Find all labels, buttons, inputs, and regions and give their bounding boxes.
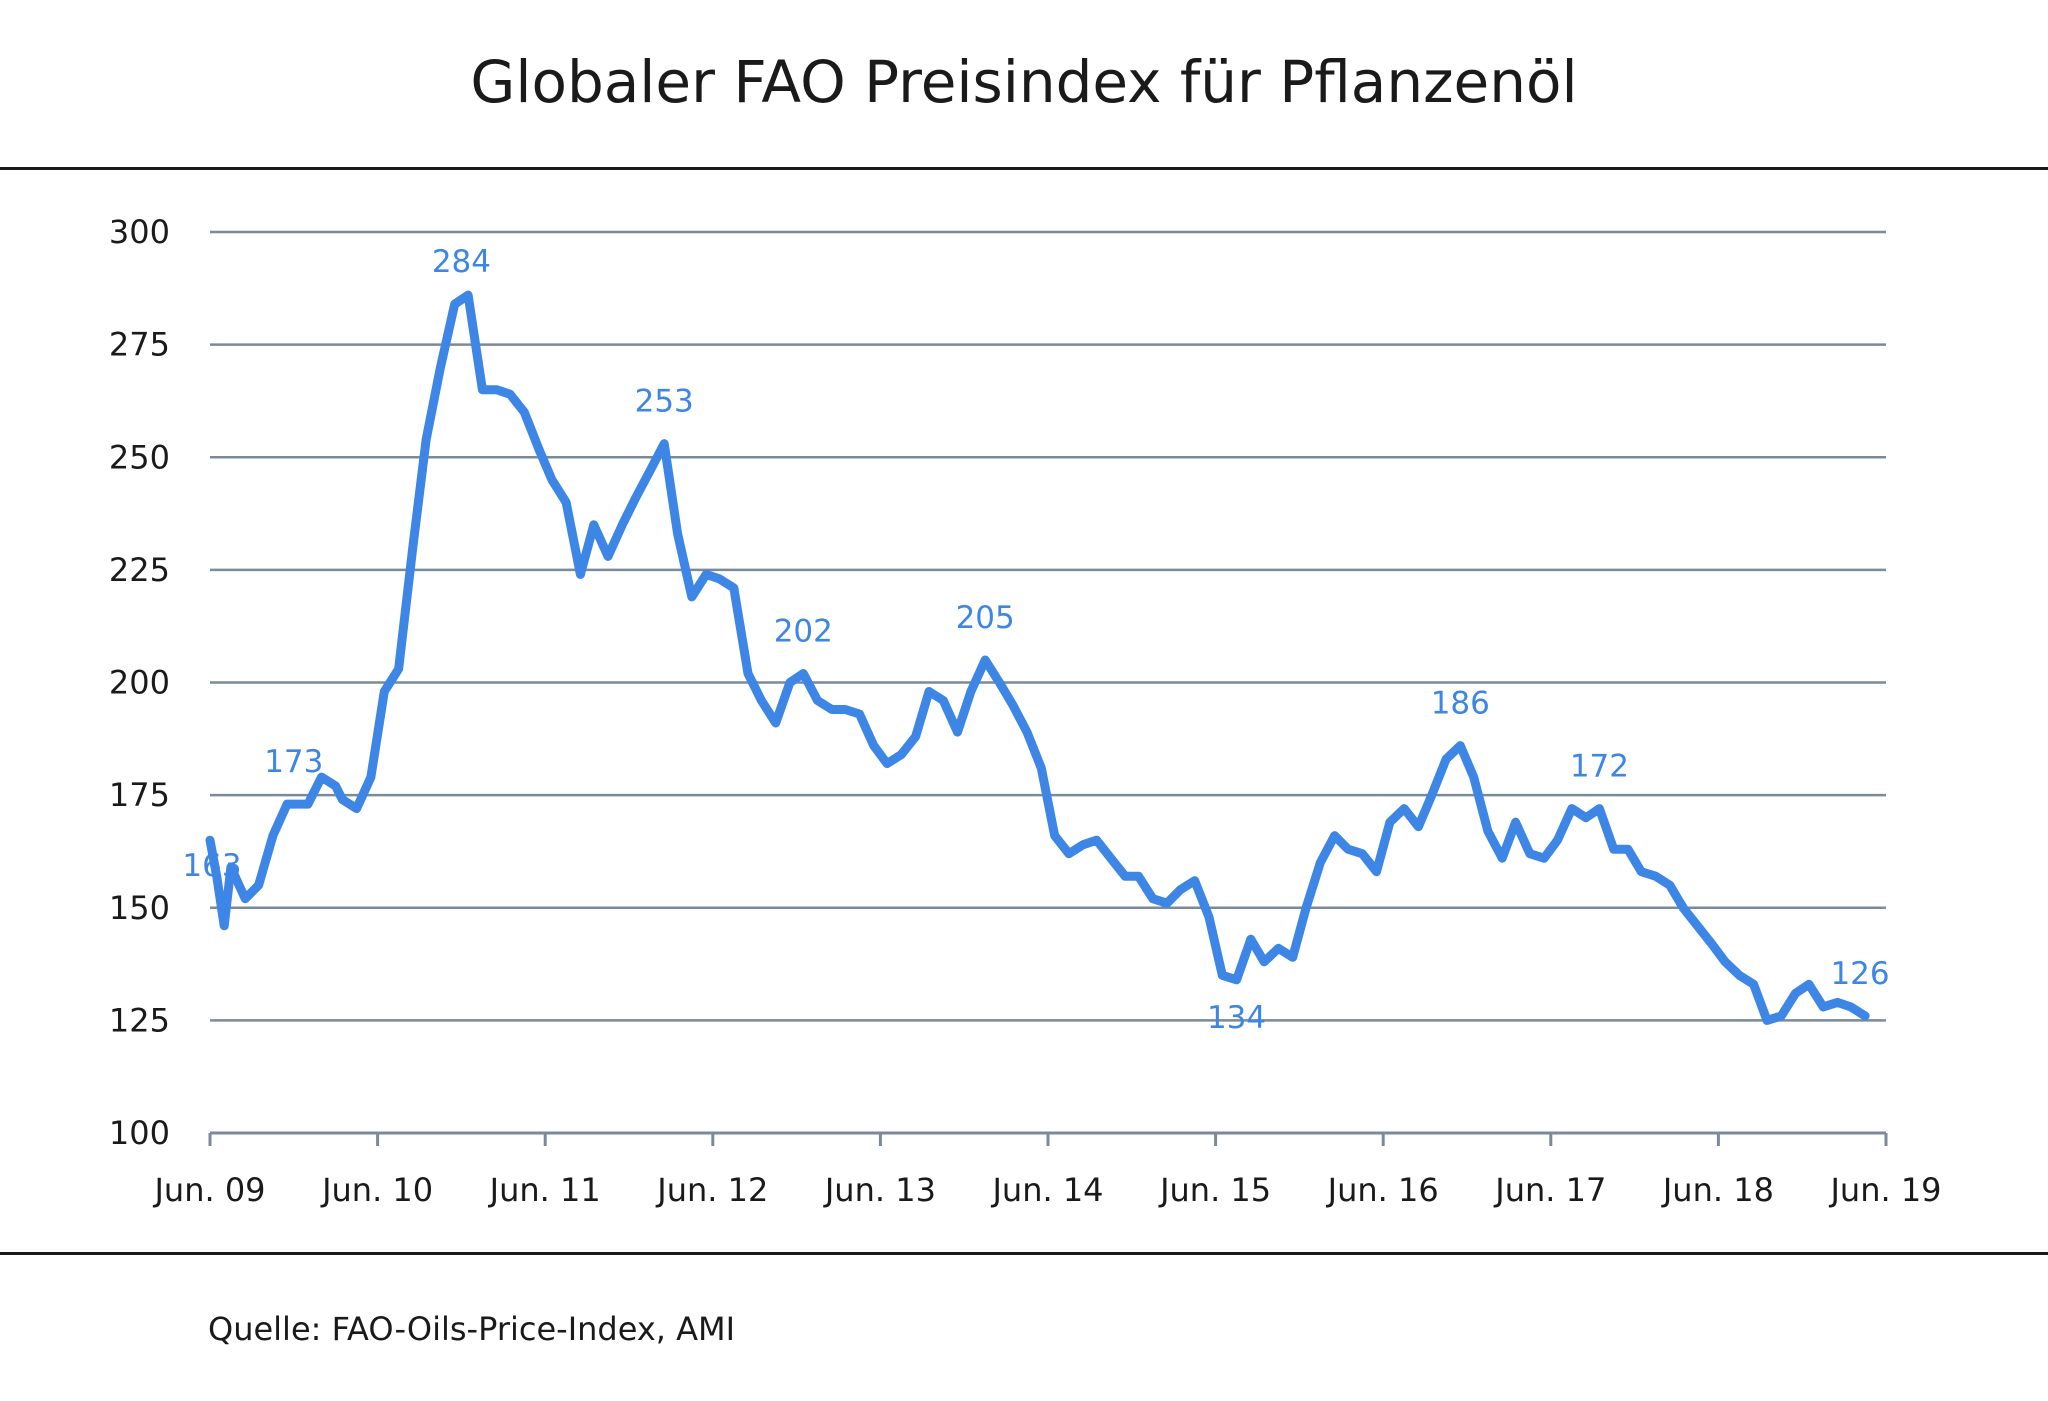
data-label: 172	[1570, 749, 1629, 785]
x-tick-label: Jun. 17	[1493, 1171, 1606, 1209]
y-tick-label: 250	[109, 438, 170, 476]
x-tick-label: Jun. 14	[990, 1171, 1103, 1209]
data-label: 284	[432, 244, 491, 280]
data-label: 202	[774, 613, 833, 649]
top-rule	[0, 167, 2048, 170]
source-note: Quelle: FAO-Oils-Price-Index, AMI	[208, 1310, 736, 1348]
y-tick-label: 200	[109, 664, 170, 702]
x-tick-label: Jun. 10	[320, 1171, 433, 1209]
x-tick-label: Jun. 13	[823, 1171, 936, 1209]
data-label: 134	[1207, 1000, 1266, 1036]
bottom-rule	[0, 1252, 2048, 1255]
y-tick-label: 125	[109, 1001, 170, 1039]
y-tick-label: 225	[109, 551, 170, 589]
data-label: 126	[1830, 956, 1889, 992]
chart-title: Globaler FAO Preisindex für Pflanzenöl	[470, 48, 1578, 116]
x-tick-label: Jun. 18	[1661, 1171, 1774, 1209]
x-tick-label: Jun. 15	[1158, 1171, 1271, 1209]
x-tick-label: Jun. 11	[488, 1171, 601, 1209]
y-tick-label: 175	[109, 776, 170, 814]
y-tick-label: 300	[109, 213, 170, 251]
y-tick-label: 275	[109, 326, 170, 364]
data-label: 173	[264, 744, 323, 780]
series-line	[205, 290, 1870, 1025]
y-tick-label: 150	[109, 889, 170, 927]
y-tick-label: 100	[109, 1114, 170, 1152]
data-label: 163	[182, 848, 241, 884]
x-tick-label: Jun. 19	[1828, 1171, 1941, 1209]
data-label: 253	[635, 384, 694, 420]
x-tick-label: Jun. 16	[1326, 1171, 1439, 1209]
x-tick-label: Jun. 12	[655, 1171, 768, 1209]
data-label: 205	[956, 600, 1015, 636]
data-label: 186	[1431, 686, 1490, 722]
x-tick-label: Jun. 09	[152, 1171, 265, 1209]
